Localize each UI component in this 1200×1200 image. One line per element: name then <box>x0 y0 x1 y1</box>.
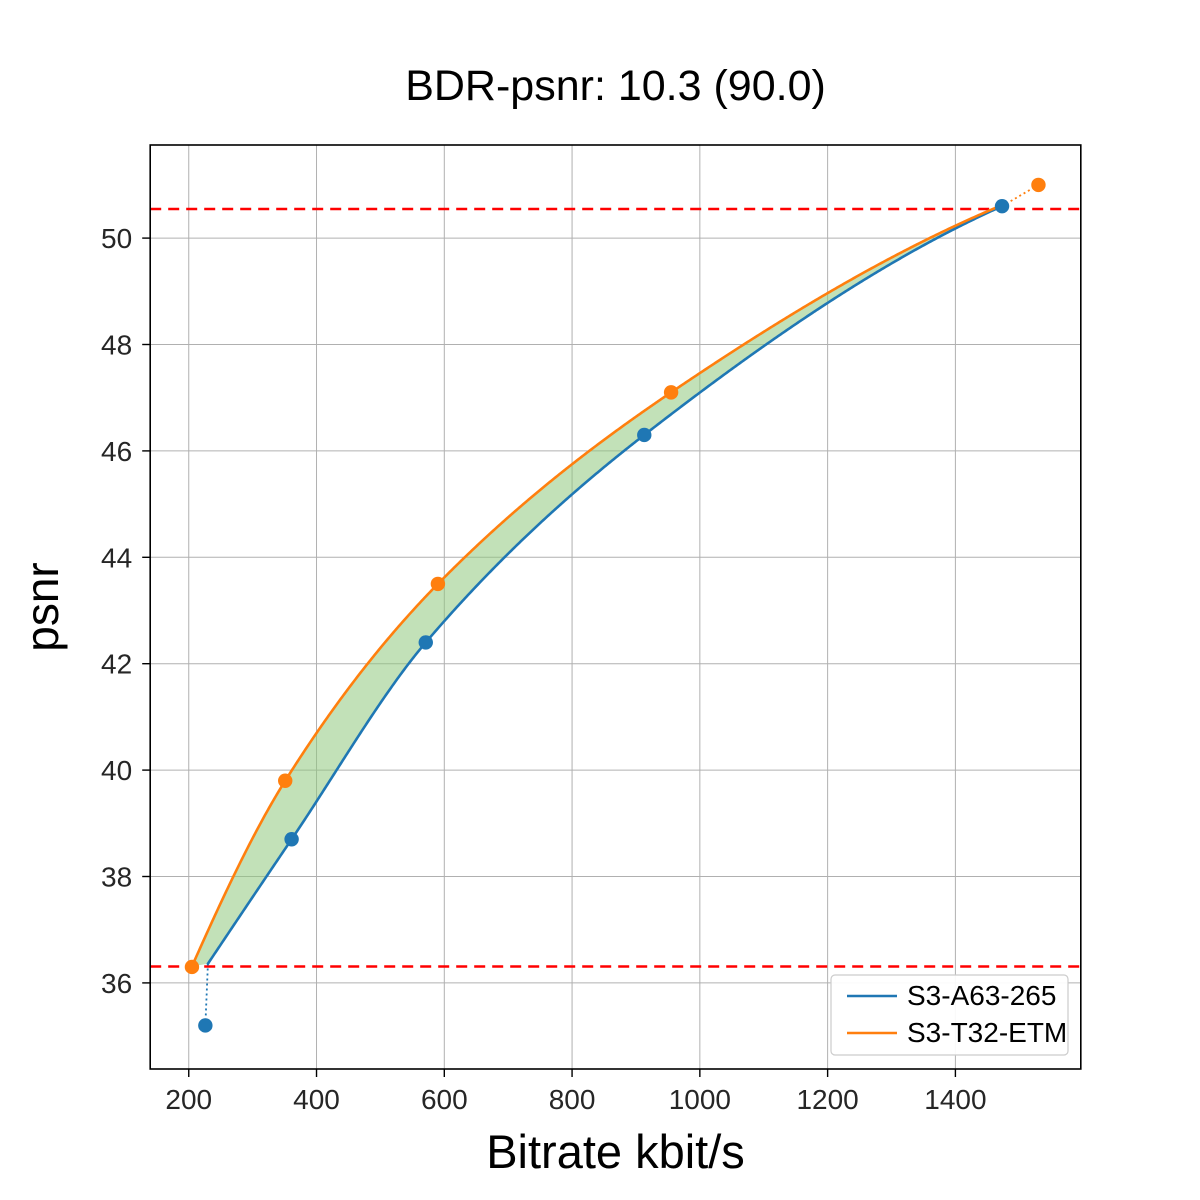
svg-text:S3-T32-ETM: S3-T32-ETM <box>907 1017 1067 1048</box>
svg-text:40: 40 <box>101 755 132 786</box>
svg-text:1200: 1200 <box>796 1084 858 1115</box>
svg-text:48: 48 <box>101 330 132 361</box>
svg-text:psnr: psnr <box>16 562 68 651</box>
svg-text:38: 38 <box>101 862 132 893</box>
svg-text:42: 42 <box>101 649 132 680</box>
svg-text:46: 46 <box>101 436 132 467</box>
svg-text:1400: 1400 <box>924 1084 986 1115</box>
svg-text:800: 800 <box>549 1084 596 1115</box>
svg-text:50: 50 <box>101 223 132 254</box>
svg-text:BDR-psnr: 10.3 (90.0): BDR-psnr: 10.3 (90.0) <box>405 62 826 110</box>
svg-text:400: 400 <box>293 1084 340 1115</box>
svg-text:S3-A63-265: S3-A63-265 <box>907 980 1056 1011</box>
svg-text:1000: 1000 <box>669 1084 731 1115</box>
svg-text:44: 44 <box>101 542 132 573</box>
svg-text:600: 600 <box>421 1084 468 1115</box>
svg-text:Bitrate kbit/s: Bitrate kbit/s <box>486 1125 745 1178</box>
svg-text:36: 36 <box>101 968 132 999</box>
svg-text:200: 200 <box>165 1084 212 1115</box>
